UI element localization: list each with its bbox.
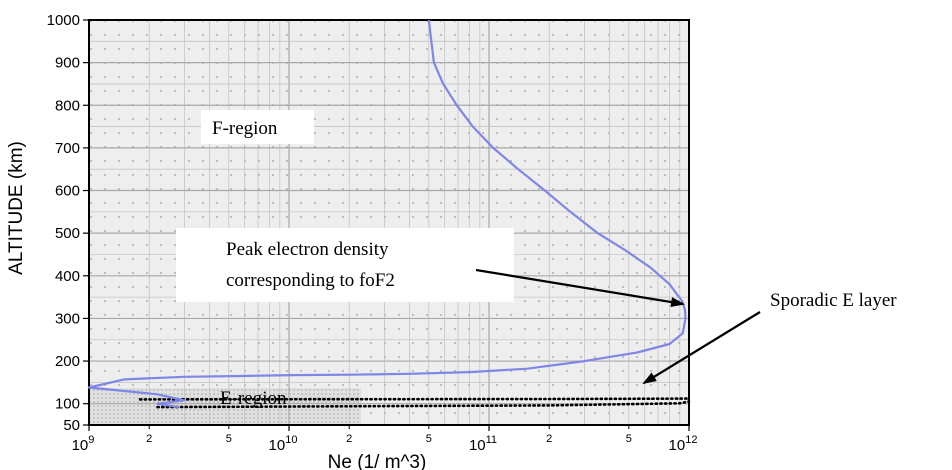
x-tick-label: 1012 [669, 434, 698, 454]
y-tick-label: 700 [55, 140, 80, 157]
plot-background [89, 20, 689, 425]
y-tick-label: 100 [55, 396, 80, 413]
x-minor-tick-label: 2 [346, 433, 352, 445]
x-tick-label: 1010 [269, 434, 298, 454]
y-tick-label: 300 [55, 310, 80, 327]
x-tick-label: 1011 [469, 434, 497, 454]
x-minor-tick-label: 5 [626, 433, 632, 445]
y-tick-label: 500 [55, 225, 80, 242]
x-axis-label: Ne (1/ m^3) [328, 452, 427, 470]
grid-lines [89, 20, 689, 425]
y-tick-label: 50 [63, 417, 80, 434]
x-minor-tick-label: 2 [546, 433, 552, 445]
y-tick-label: 800 [55, 97, 80, 114]
peak-arrow [475, 268, 685, 307]
y-axis-ticks: 50 100 200 300 400 500 600 700 800 900 1000 [47, 12, 89, 434]
peak-label-line2: corresponding to foF2 [226, 270, 395, 291]
peak-label-line1: Peak electron density [226, 239, 389, 260]
e-region-label: E-region [220, 388, 287, 409]
electron-density-profile [87, 19, 687, 409]
y-tick-label: 200 [55, 353, 80, 370]
sporadic-e-line [138, 397, 691, 401]
sporadic-e-dotted-lines [138, 397, 691, 409]
y-tick-label: 600 [55, 183, 80, 200]
x-minor-tick-label: 2 [146, 433, 152, 445]
y-axis-label: ALTITUDE (km) [6, 141, 27, 275]
y-tick-label: 400 [55, 268, 80, 285]
plot-frame [88, 19, 690, 426]
x-tick-label: 109 [72, 434, 95, 454]
sporadic-e-line [156, 400, 691, 409]
y-tick-label: 900 [55, 55, 80, 72]
x-axis-major-ticks: 109 1010 1011 1012 [72, 425, 698, 454]
x-minor-tick-label: 5 [426, 433, 432, 445]
y-tick-label: 1000 [47, 12, 80, 29]
f-region-label: F-region [212, 118, 278, 139]
sporadic-e-label: Sporadic E layer [770, 290, 897, 311]
x-minor-tick-label: 5 [226, 433, 232, 445]
density-profile-series [87, 19, 687, 409]
f-region-label-background [201, 110, 314, 144]
sporadic-e-arrow [642, 311, 761, 385]
peak-label-background [176, 228, 514, 302]
x-axis-minor-ticks: 2 5 2 5 2 5 [146, 425, 632, 445]
